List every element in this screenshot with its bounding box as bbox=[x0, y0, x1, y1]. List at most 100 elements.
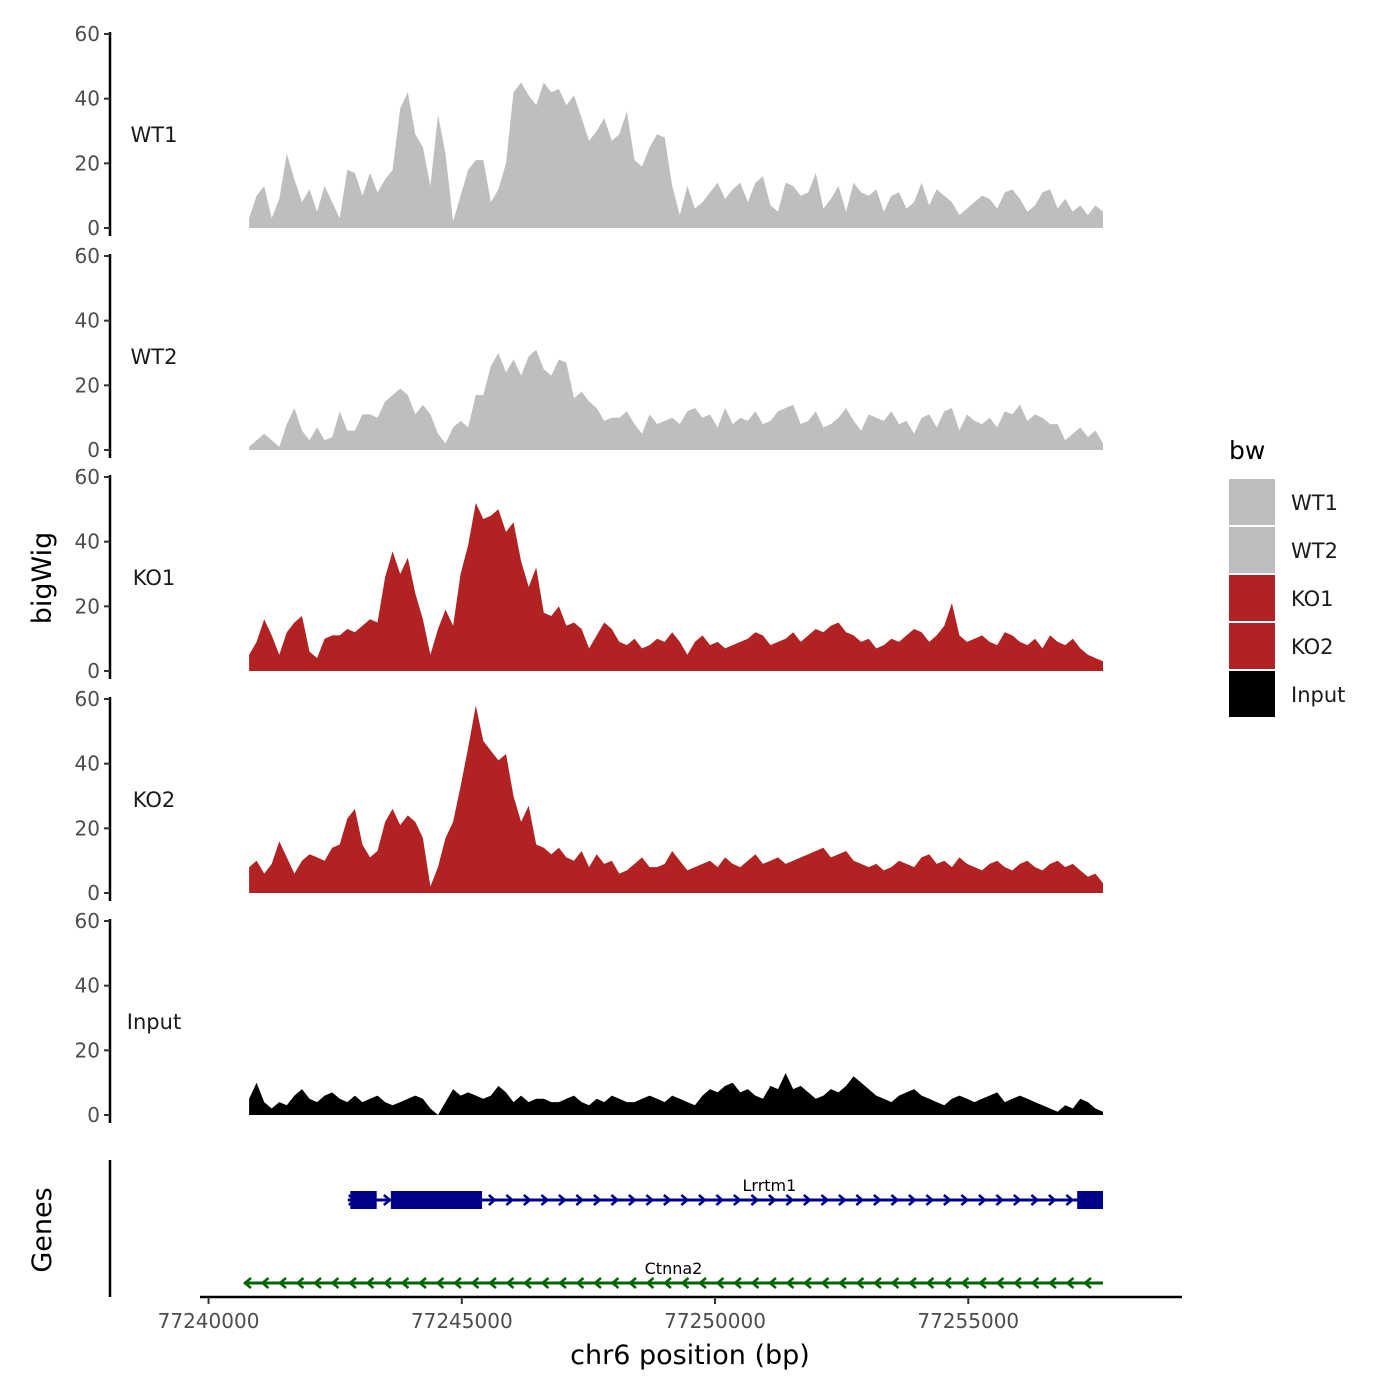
legend-item-wt2: WT2 bbox=[1229, 527, 1338, 573]
strand-arrow bbox=[890, 1277, 900, 1289]
strand-arrow bbox=[890, 1194, 900, 1206]
strand-arrow bbox=[523, 1277, 532, 1289]
gene-ctnna2: Ctnna2 bbox=[243, 1259, 1103, 1289]
strand-arrow bbox=[1013, 1194, 1022, 1206]
y-tick-label: 20 bbox=[75, 1038, 100, 1062]
strand-arrow bbox=[505, 1194, 515, 1206]
strand-arrow bbox=[330, 1277, 340, 1289]
strand-arrow bbox=[838, 1277, 847, 1289]
strand-arrow bbox=[1030, 1194, 1040, 1206]
strand-arrow bbox=[628, 1194, 637, 1206]
legend-label: Input bbox=[1291, 683, 1345, 707]
strand-arrow bbox=[383, 1194, 392, 1206]
strand-arrow bbox=[400, 1277, 410, 1289]
strand-arrow bbox=[645, 1277, 655, 1289]
y-tick-label: 0 bbox=[87, 216, 100, 240]
strand-arrow bbox=[278, 1277, 287, 1289]
strand-arrow bbox=[680, 1194, 690, 1206]
x-tick-label: 77250000 bbox=[664, 1309, 766, 1333]
strand-arrow bbox=[785, 1277, 795, 1289]
strand-arrow bbox=[365, 1277, 375, 1289]
y-tick-label: 60 bbox=[75, 465, 100, 489]
strand-arrow bbox=[383, 1277, 392, 1289]
strand-arrow bbox=[750, 1277, 760, 1289]
signal-area-ko2 bbox=[249, 705, 1104, 893]
strand-arrow bbox=[470, 1277, 480, 1289]
strand-arrow bbox=[488, 1277, 497, 1289]
strand-arrow bbox=[1048, 1277, 1057, 1289]
strand-arrow bbox=[680, 1277, 690, 1289]
legend-title: bw bbox=[1229, 436, 1265, 465]
strand-arrow bbox=[453, 1277, 462, 1289]
x-tick-label: 77240000 bbox=[158, 1309, 260, 1333]
strand-arrow bbox=[575, 1277, 585, 1289]
legend-item-wt1: WT1 bbox=[1229, 479, 1338, 525]
gene-track: Lrrtm1 Ctnna2 bbox=[108, 1160, 1103, 1297]
track-label-ko1: KO1 bbox=[133, 566, 176, 590]
legend-swatch bbox=[1229, 575, 1275, 621]
legend: bw WT1 WT2 KO1 KO2 Input bbox=[1229, 436, 1345, 717]
strand-arrow bbox=[960, 1194, 970, 1206]
strand-arrow bbox=[733, 1194, 742, 1206]
strand-arrow bbox=[1083, 1277, 1092, 1289]
legend-label: WT1 bbox=[1291, 491, 1338, 515]
y-tick-label: 20 bbox=[75, 816, 100, 840]
strand-arrow bbox=[855, 1194, 865, 1206]
y-axis-title: bigWig bbox=[27, 532, 58, 625]
strand-arrow bbox=[1065, 1194, 1075, 1206]
legend-item-input: Input bbox=[1229, 671, 1345, 717]
strand-arrow bbox=[855, 1277, 865, 1289]
strand-arrow bbox=[698, 1194, 707, 1206]
strand-arrow bbox=[435, 1277, 445, 1289]
legend-label: KO2 bbox=[1291, 635, 1334, 659]
gene-label: Ctnna2 bbox=[645, 1259, 703, 1278]
y-tick-label: 40 bbox=[75, 530, 100, 554]
strand-arrow bbox=[943, 1277, 952, 1289]
strand-arrow bbox=[313, 1277, 322, 1289]
track-label-wt1: WT1 bbox=[131, 123, 178, 147]
bigwig-tracks: 0 20 40 60 WT1 0 20 40 60 WT2 0 20 40 60 KO1 0 20 40 60 KO2… bbox=[75, 22, 1104, 1127]
strand-arrow bbox=[1048, 1194, 1057, 1206]
strand-arrow bbox=[715, 1194, 725, 1206]
strand-arrow bbox=[803, 1194, 812, 1206]
strand-arrow bbox=[1013, 1277, 1022, 1289]
legend-swatch bbox=[1229, 527, 1275, 573]
signal-area-ko1 bbox=[249, 502, 1104, 671]
strand-arrow bbox=[960, 1277, 970, 1289]
x-axis-title: chr6 position (bp) bbox=[570, 1340, 810, 1371]
strand-arrow bbox=[750, 1194, 760, 1206]
strand-arrow bbox=[873, 1194, 882, 1206]
y-tick-label: 40 bbox=[75, 974, 100, 998]
strand-arrow bbox=[995, 1194, 1005, 1206]
strand-arrow bbox=[575, 1194, 585, 1206]
strand-arrow bbox=[610, 1194, 620, 1206]
track-label-ko2: KO2 bbox=[133, 788, 176, 812]
track-wt2: 0 20 40 60 WT2 bbox=[75, 244, 1104, 462]
legend-item-ko1: KO1 bbox=[1229, 575, 1334, 621]
strand-arrow bbox=[243, 1277, 252, 1289]
x-axis: 77240000 77245000 77250000 77255000 bbox=[158, 1295, 1182, 1333]
strand-arrow bbox=[645, 1194, 655, 1206]
strand-arrow bbox=[628, 1277, 637, 1289]
legend-swatch bbox=[1229, 479, 1275, 525]
track-input: 0 20 40 60 Input bbox=[75, 909, 1104, 1127]
strand-arrow bbox=[488, 1194, 497, 1206]
strand-arrow bbox=[873, 1277, 882, 1289]
x-tick-label: 77245000 bbox=[411, 1309, 513, 1333]
legend-swatch bbox=[1229, 671, 1275, 717]
y-tick-label: 0 bbox=[87, 659, 100, 683]
track-label-input: Input bbox=[127, 1010, 181, 1034]
track-label-wt2: WT2 bbox=[131, 345, 178, 369]
strand-arrow bbox=[943, 1194, 952, 1206]
exon bbox=[1077, 1191, 1103, 1209]
legend-label: WT2 bbox=[1291, 539, 1338, 563]
y-tick-label: 40 bbox=[75, 309, 100, 333]
strand-arrow bbox=[820, 1277, 830, 1289]
strand-arrow bbox=[540, 1277, 550, 1289]
y-tick-label: 0 bbox=[87, 881, 100, 905]
strand-arrow bbox=[768, 1277, 777, 1289]
track-ko1: 0 20 40 60 KO1 bbox=[75, 465, 1104, 683]
signal-area-wt2 bbox=[249, 349, 1104, 450]
y-tick-label: 20 bbox=[75, 594, 100, 618]
